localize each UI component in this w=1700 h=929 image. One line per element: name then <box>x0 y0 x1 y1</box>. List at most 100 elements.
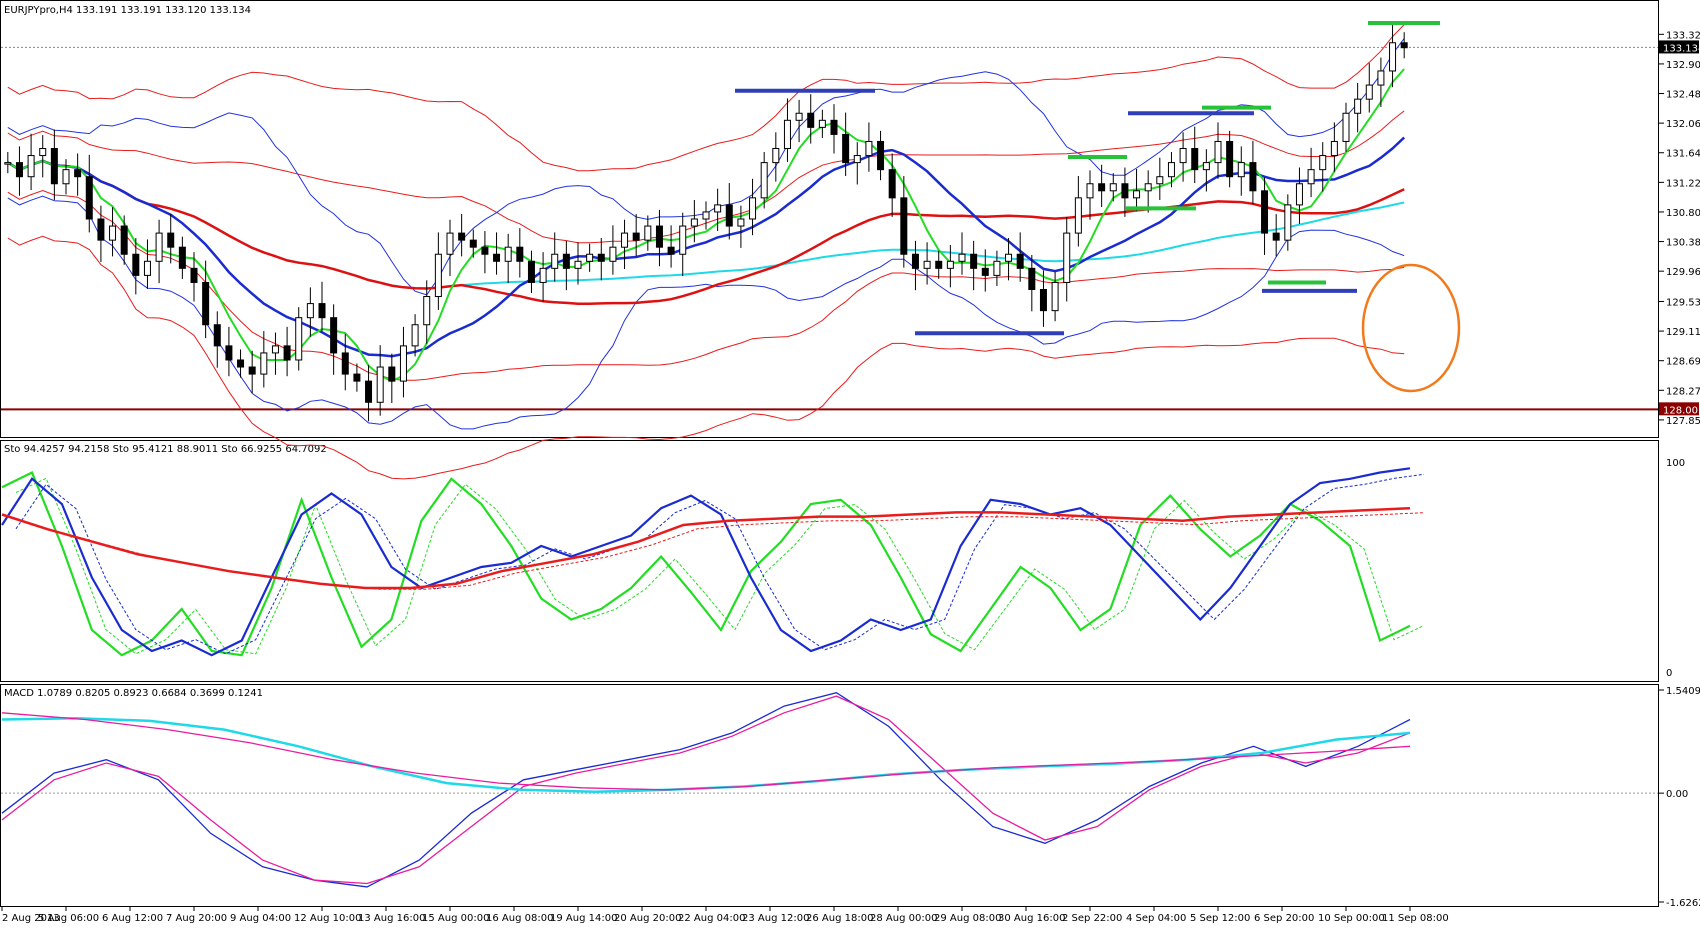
candle-body <box>1400 42 1408 49</box>
candle-body <box>621 232 629 248</box>
candle-body <box>1330 140 1338 157</box>
candle-body <box>760 162 768 199</box>
candle-body <box>970 253 978 269</box>
candle-body <box>1144 183 1152 192</box>
stochastic-tick-label: 0 <box>1666 668 1672 679</box>
candle-body <box>1156 176 1164 185</box>
candle-body <box>737 218 745 227</box>
macd-panel <box>0 684 1659 907</box>
macd-tick-label: 1.5409 <box>1666 686 1700 697</box>
price-tick-label: 128.690 <box>1666 357 1700 368</box>
candle-body <box>597 253 605 262</box>
price-tick-label: 129.960 <box>1666 267 1700 278</box>
candle-body <box>679 225 687 255</box>
candle-body <box>1121 183 1129 199</box>
candle-body <box>481 246 489 255</box>
candle-body <box>376 366 384 403</box>
candle-body <box>1202 162 1210 171</box>
support-price-label: 128.001 <box>1663 405 1700 416</box>
stochastic-series-line <box>1 467 1411 657</box>
candle-body <box>132 253 140 276</box>
price-tick-label: 131.640 <box>1666 149 1700 160</box>
candle-body <box>15 162 23 178</box>
candle-body <box>1307 169 1315 185</box>
candle-body <box>1284 204 1292 241</box>
candle-body <box>97 218 105 241</box>
candle-body <box>27 155 35 178</box>
stochastic-signal-line <box>15 477 1425 655</box>
candle-body <box>74 169 82 178</box>
macd-series-line <box>1 716 1411 794</box>
candle-body <box>62 169 70 185</box>
stochastic-signal-line <box>15 473 1425 655</box>
time-tick-label: 19 Aug 14:00 <box>550 913 617 924</box>
time-tick-label: 7 Aug 20:00 <box>166 913 227 924</box>
stochastic-panel <box>0 440 1659 682</box>
candle-body <box>1365 84 1373 100</box>
time-tick-label: 2 Sep 22:00 <box>1062 913 1122 924</box>
candle-body <box>516 246 524 262</box>
candle-body <box>795 112 803 121</box>
candle-body <box>353 373 361 382</box>
candle-body <box>667 246 675 255</box>
envelope-lower-line <box>7 235 1405 480</box>
candle-body <box>609 246 617 262</box>
candle-body <box>469 239 477 248</box>
candle-body <box>539 267 547 283</box>
time-tick-label: 30 Aug 16:00 <box>998 913 1065 924</box>
candle-body <box>655 225 663 248</box>
candle-body <box>1005 253 1013 262</box>
candle-body <box>1191 148 1199 171</box>
price-tick-label: 132.900 <box>1666 60 1700 71</box>
candle-body <box>143 260 151 276</box>
candle-body <box>318 303 326 319</box>
candle-body <box>888 169 896 199</box>
time-tick-label: 26 Aug 18:00 <box>806 913 873 924</box>
time-tick-label: 5 Sep 12:00 <box>1190 913 1250 924</box>
candle-body <box>1249 162 1257 192</box>
candle-body <box>1237 162 1245 178</box>
candle-body <box>830 119 838 135</box>
candle-body <box>818 119 826 128</box>
candle-body <box>783 119 791 150</box>
macd-series-line <box>1 691 1411 888</box>
price-panel <box>0 0 1659 438</box>
price-tick-label: 129.530 <box>1666 297 1700 308</box>
price-tick-label: 133.320 <box>1666 30 1700 41</box>
candle-body <box>1214 140 1222 164</box>
candle-body <box>1074 197 1082 234</box>
candle-body <box>586 253 594 262</box>
stochastic-signal-line <box>15 512 1425 590</box>
macd-panel-title: MACD 1.0789 0.8205 0.8923 0.6684 0.3699 … <box>4 688 263 699</box>
candle-body <box>551 253 559 269</box>
time-tick-label: 12 Aug 10:00 <box>294 913 361 924</box>
candle-body <box>39 148 47 157</box>
candle-body <box>434 253 442 298</box>
candle-body <box>772 148 780 164</box>
price-plot <box>1 21 1658 480</box>
candle-body <box>493 253 501 262</box>
time-tick-label: 4 Sep 04:00 <box>1126 913 1186 924</box>
candle-body <box>1028 267 1036 290</box>
price-tick-label: 132.480 <box>1666 90 1700 101</box>
time-tick-label: 29 Aug 08:00 <box>934 913 1001 924</box>
candle-body <box>248 366 256 375</box>
time-tick-label: 13 Aug 16:00 <box>358 913 425 924</box>
highlight-ellipse <box>1361 263 1461 393</box>
candle-body <box>690 218 698 227</box>
axes: 133.320 132.900 132.480 132.060 131.640 131.2… <box>1 30 1700 924</box>
candle-body <box>946 260 954 269</box>
candle-body <box>749 197 757 220</box>
candle-body <box>330 317 338 354</box>
candle-body <box>1179 148 1187 164</box>
candle-body <box>213 324 221 347</box>
price-tick-label: 129.110 <box>1666 327 1700 338</box>
candle-body <box>527 260 535 283</box>
candle-body <box>981 267 989 276</box>
price-tick-label: 130.380 <box>1666 238 1700 249</box>
candle-body <box>935 260 943 269</box>
current-price-box <box>1659 40 1699 54</box>
candle-body <box>1098 183 1106 192</box>
